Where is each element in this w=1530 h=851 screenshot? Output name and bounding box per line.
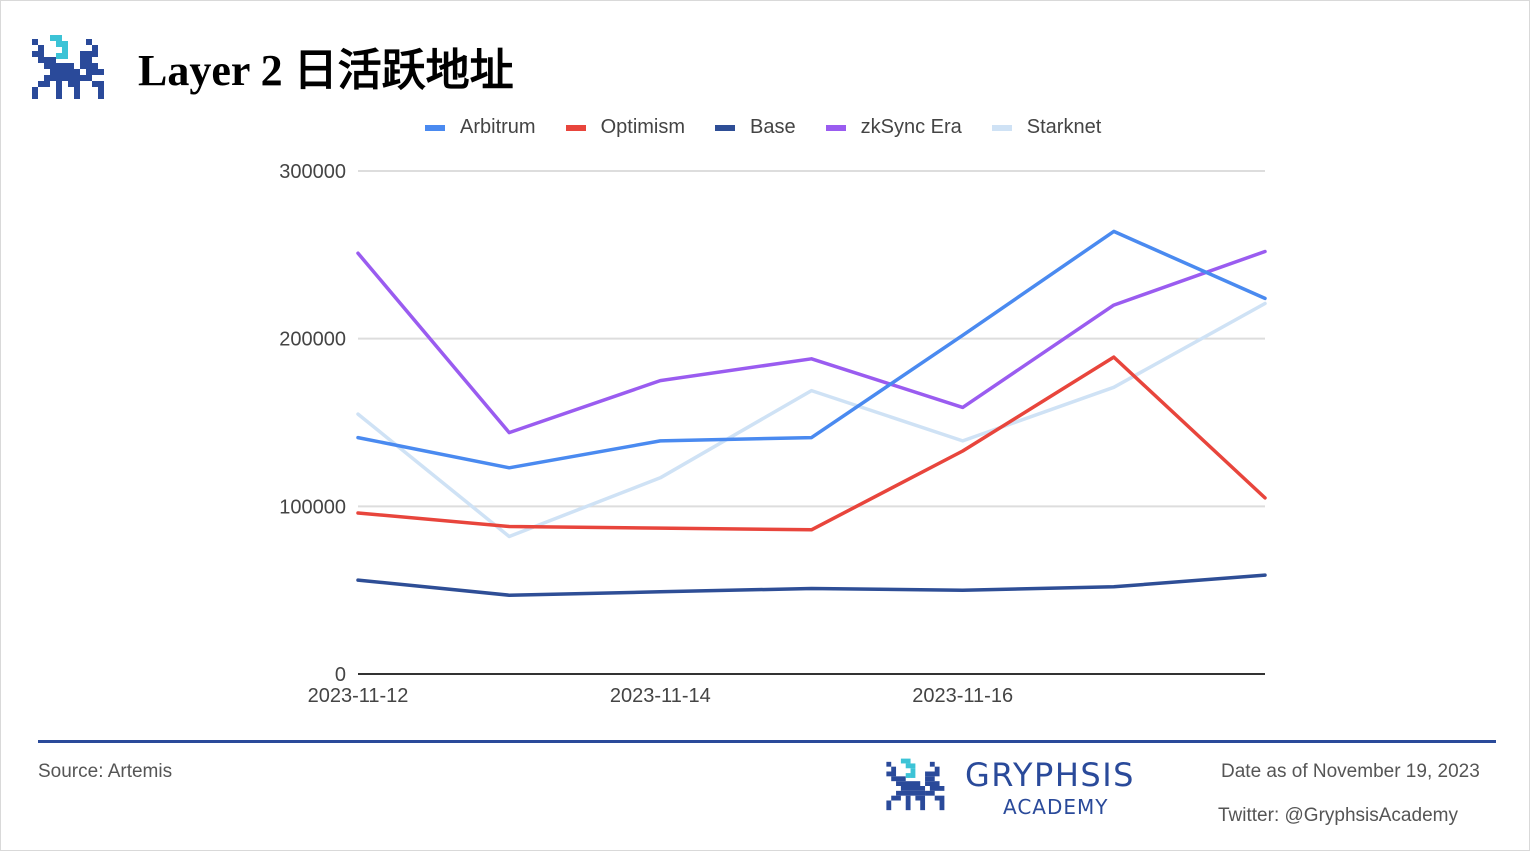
source-note: Source: Artemis — [38, 761, 173, 782]
page-title: Layer 2 日活跃地址 — [138, 46, 514, 95]
legend-swatch — [565, 124, 586, 131]
footer-divider — [38, 740, 1496, 743]
series-line-arbitrum — [356, 229, 1267, 470]
legend-swatch — [991, 124, 1012, 131]
series-line-base — [356, 573, 1267, 597]
x-tick-label: 2023-11-12 — [308, 685, 409, 707]
gryphsis-logo-icon — [32, 35, 104, 99]
y-tick-label: 300000 — [279, 161, 346, 183]
legend-item-zksync-era: zkSync Era — [825, 116, 962, 139]
y-tick-label: 100000 — [279, 496, 346, 518]
legend-label: Optimism — [600, 116, 686, 138]
series-line-starknet — [356, 301, 1267, 539]
legend-label: zkSync Era — [860, 116, 962, 138]
legend-label: Starknet — [1026, 116, 1102, 138]
brand-subtitle: ACADEMY — [1003, 795, 1109, 819]
legend-item-base: Base — [715, 116, 796, 139]
legend-swatch — [715, 124, 736, 131]
legend-label: Base — [750, 116, 796, 138]
x-tick-label: 2023-11-14 — [610, 685, 711, 707]
gryphsis-logo-icon — [886, 758, 945, 811]
chart-legend: Arbitrum Optimism Base zkSync Era Starkn… — [425, 116, 1131, 139]
legend-item-arbitrum: Arbitrum — [425, 116, 536, 139]
series-line-zksync-era — [356, 249, 1267, 435]
legend-item-optimism: Optimism — [565, 116, 686, 139]
legend-label: Arbitrum — [460, 116, 536, 138]
y-tick-label: 0 — [335, 664, 346, 686]
series-line-optimism — [356, 355, 1267, 532]
x-tick-label: 2023-11-16 — [912, 685, 1013, 707]
data-date-note: Date as of November 19, 2023 — [1221, 761, 1480, 782]
legend-item-starknet: Starknet — [991, 116, 1102, 139]
legend-swatch — [425, 124, 445, 131]
y-tick-label: 200000 — [279, 329, 346, 351]
legend-swatch — [825, 124, 846, 131]
brand-name: GRYPHSIS — [965, 756, 1135, 794]
twitter-handle: Twitter: @GryphsisAcademy — [1218, 805, 1458, 826]
